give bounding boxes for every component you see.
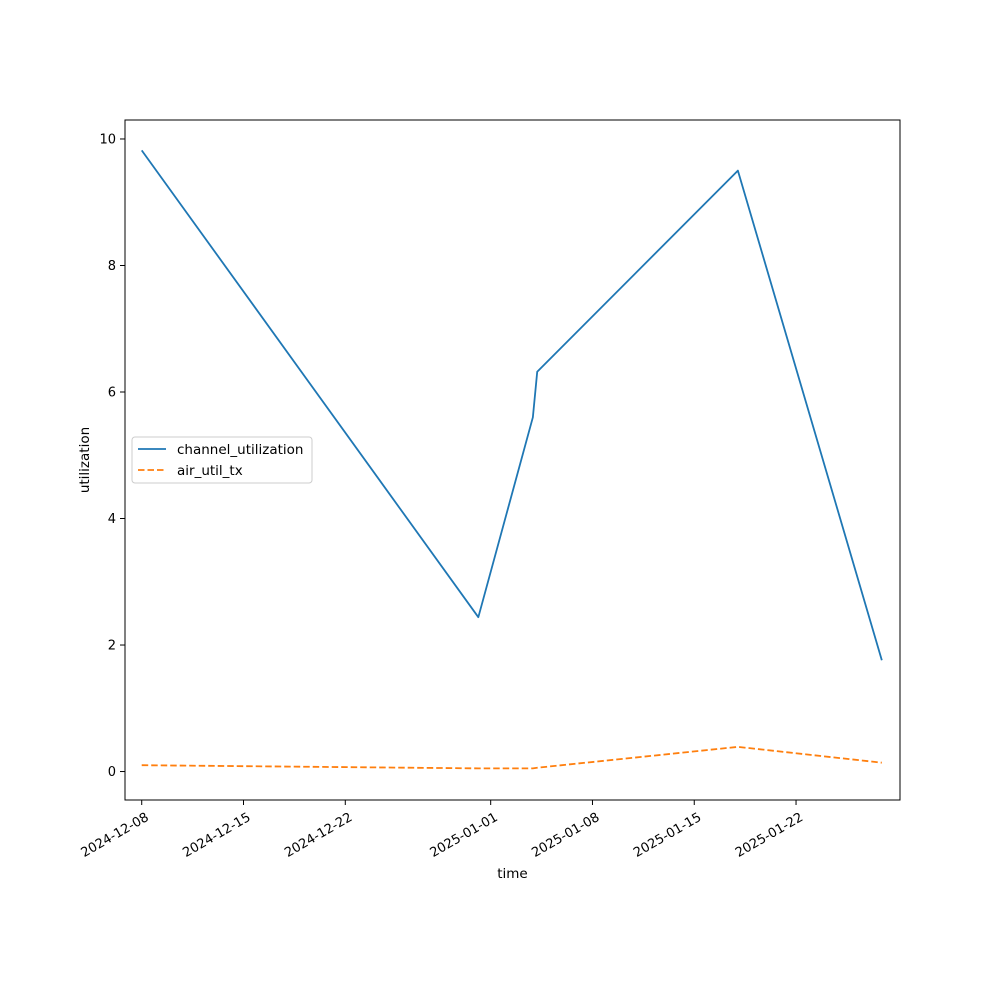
y-tick-label: 0 [108, 765, 116, 780]
legend-label-air-util-tx: air_util_tx [177, 463, 243, 479]
y-tick-label: 6 [108, 386, 116, 401]
series-line-channel-utilization [140, 149, 883, 661]
y-tick-label: 8 [108, 259, 116, 274]
series-layer [140, 149, 883, 770]
y-tick-label: 4 [108, 512, 116, 527]
y-tick-label: 2 [108, 639, 116, 654]
legend-label-channel-utilization: channel_utilization [177, 442, 304, 458]
y-axis: 0 2 4 6 8 10 [99, 132, 125, 780]
y-axis-label: utilization [77, 427, 93, 493]
plot-frame [124, 119, 901, 801]
legend-box [131, 436, 313, 484]
legend: channel_utilization air_util_tx [131, 436, 313, 484]
y-tick-label: 10 [99, 132, 116, 147]
x-axis-label: time [497, 866, 528, 882]
series-line-air-util-tx [141, 745, 882, 770]
